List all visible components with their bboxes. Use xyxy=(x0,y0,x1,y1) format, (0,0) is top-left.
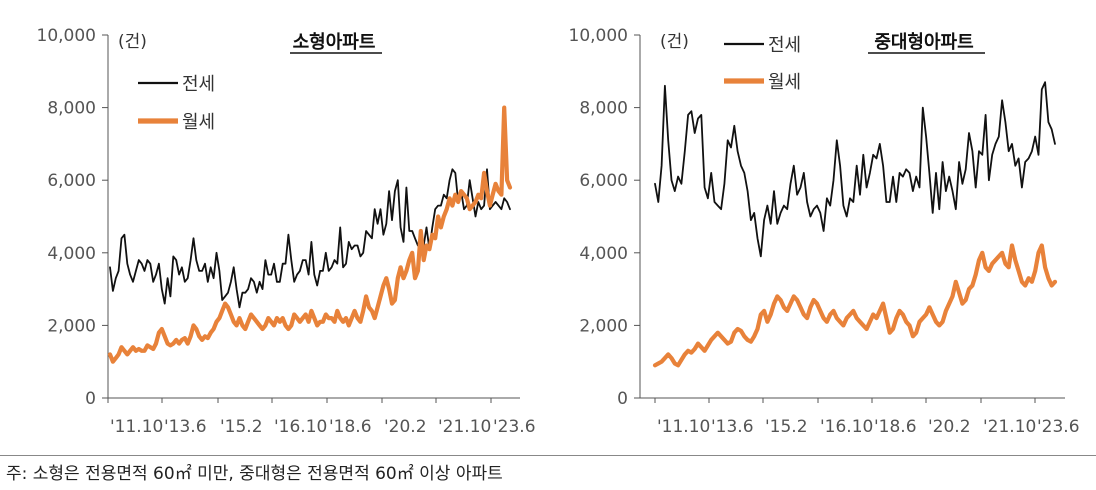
x-tick-label: '20.2 xyxy=(384,417,427,437)
legend-label-jeonse: 전세 xyxy=(182,74,215,95)
y-tick-label: 4,000 xyxy=(579,244,628,264)
large-apartment-chart-panel: 10,000 8,000 6,000 4,000 2,000 0 '11.10'13.6 '1… xyxy=(569,26,1080,437)
chart-figure: 10,0008,0006,0004,0002,0000'11.10'13.6'1… xyxy=(37,26,1080,437)
unit-label: (건) xyxy=(118,32,147,52)
y-tick-label: 10,000 xyxy=(37,26,96,46)
x-tick-label: '20.2 xyxy=(928,417,971,437)
y-tick-label: 2,000 xyxy=(579,316,628,336)
series-line-large-wolse xyxy=(652,243,1058,368)
y-tick-label: 10,000 xyxy=(569,26,628,46)
footnote-text: 주: 소형은 전용면적 60㎡ 미만, 중대형은 전용면적 60㎡ 이상 아파트 xyxy=(6,464,503,484)
y-tick-label: 2,000 xyxy=(47,316,96,336)
series-line-large-jeonse xyxy=(654,81,1056,258)
x-tick-label: '18.6 xyxy=(874,417,917,437)
legend-label-jeonse: 전세 xyxy=(768,35,801,56)
x-tick-label: '13.6 xyxy=(711,417,754,437)
legend-label-wolse: 월세 xyxy=(768,72,801,93)
x-tick-label: '11.10 xyxy=(657,417,710,437)
chart-title: 중대형아파트 xyxy=(874,32,973,53)
y-tick-label: 0 xyxy=(617,389,628,409)
y-tick-label: 6,000 xyxy=(47,171,96,191)
x-tick-label: '21.10 xyxy=(983,417,1036,437)
x-tick-label: '23.6 xyxy=(493,417,536,437)
x-tick-label: '23.6 xyxy=(1037,417,1080,437)
x-tick-label: '18.6 xyxy=(329,417,372,437)
y-tick-label: 4,000 xyxy=(47,244,96,264)
legend-label-wolse: 월세 xyxy=(182,112,215,133)
y-tick-label: 8,000 xyxy=(579,99,628,119)
x-tick-label: '16.10 xyxy=(820,417,873,437)
x-tick-label: '15.2 xyxy=(765,417,808,437)
x-tick-label: '15.2 xyxy=(220,417,263,437)
footnote-divider xyxy=(0,455,1096,456)
series-line-small-jeonse xyxy=(109,168,511,309)
x-tick-label: '16.10 xyxy=(274,417,327,437)
y-tick-label: 0 xyxy=(85,389,96,409)
y-tick-label: 6,000 xyxy=(579,171,628,191)
chart-title: 소형아파트 xyxy=(293,32,376,53)
y-tick-label: 8,000 xyxy=(47,99,96,119)
x-tick-label: '11.10 xyxy=(110,417,163,437)
small-apartment-chart-panel: 10,000 8,000 6,000 4,000 2,000 0 '11.10'13.6 '1… xyxy=(37,26,536,437)
series-line-small-wolse xyxy=(107,105,513,364)
unit-label: (건) xyxy=(660,32,689,52)
x-tick-label: '21.10 xyxy=(438,417,491,437)
x-tick-label: '13.6 xyxy=(164,417,207,437)
